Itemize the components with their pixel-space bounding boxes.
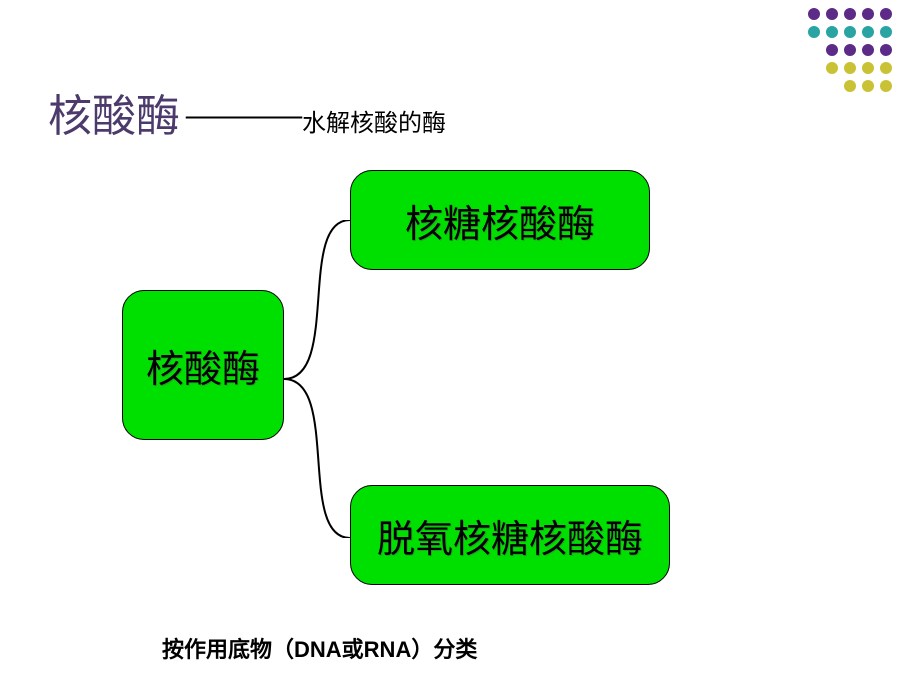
- brace-connector: [284, 220, 350, 538]
- node-root-label: 核酸酶: [146, 338, 260, 393]
- node-child-bottom: 脱氧核糖核酸酶: [350, 485, 670, 585]
- node-root: 核酸酶: [122, 290, 284, 440]
- node-child-top-label: 核糖核酸酶: [405, 193, 595, 248]
- title-subtitle: 水解核酸的酶: [302, 103, 446, 138]
- title-dash: ———: [186, 90, 300, 137]
- corner-dots: [808, 8, 892, 98]
- node-child-bottom-label: 脱氧核糖核酸酶: [377, 508, 643, 563]
- caption: 按作用底物（DNA或RNA）分类: [162, 632, 477, 664]
- slide-title: 核酸酶 ——— 水解核酸的酶: [48, 80, 446, 144]
- node-child-top: 核糖核酸酶: [350, 170, 650, 270]
- title-main: 核酸酶: [48, 80, 180, 144]
